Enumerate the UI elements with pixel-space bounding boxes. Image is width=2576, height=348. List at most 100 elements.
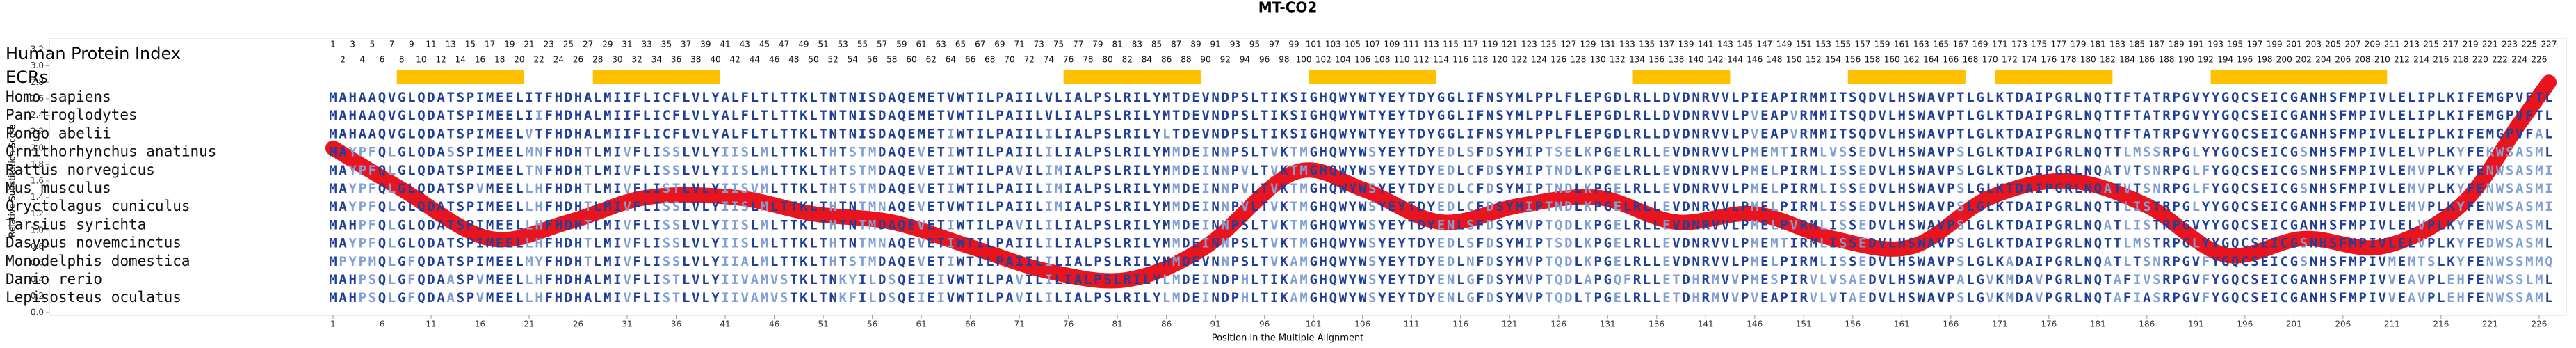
index-number: 54 [848,55,858,65]
index-number: 136 [1649,55,1664,65]
index-number: 167 [1952,40,1968,49]
index-number: 157 [1854,40,1870,49]
index-number: 183 [2109,40,2125,49]
index-number: 132 [1610,55,1626,65]
index-number: 108 [1374,55,1390,65]
index-number: 100 [1296,55,1312,65]
index-number: 62 [926,55,937,65]
index-number: 186 [2139,55,2155,65]
index-number: 14 [455,55,466,65]
y-tick-label: 2.6 [31,93,44,103]
index-number: 126 [1550,55,1566,65]
index-number: 154 [1825,55,1841,65]
x-tick-label: 176 [2041,319,2057,329]
x-tick-label: 66 [965,319,975,329]
index-number: 124 [1531,55,1547,65]
y-tick-label: 1.2 [31,209,44,219]
index-number: 191 [2188,40,2204,49]
index-number: 4 [359,55,365,65]
x-tick-label: 36 [671,319,681,329]
index-number: 196 [2237,55,2253,65]
index-number: 75 [1053,40,1064,49]
index-number: 206 [2335,55,2351,65]
index-number: 37 [681,40,691,49]
index-number: 89 [1190,40,1201,49]
index-number: 178 [2061,55,2077,65]
y-tick-label: 2.0 [31,143,44,152]
index-number: 66 [965,55,975,65]
ecr-bar [1063,70,1201,84]
index-number: 9 [409,40,414,49]
index-number: 73 [1034,40,1044,49]
index-number: 10 [416,55,426,65]
index-number: 83 [1132,40,1142,49]
y-tick-label: 1.6 [31,176,44,186]
chart-title: MT-CO2 [1258,0,1318,16]
index-number: 65 [955,40,966,49]
index-number: 131 [1600,40,1616,49]
x-tick-label: 211 [2384,319,2400,329]
index-number: 222 [2492,55,2508,65]
substitution-curve [325,74,2557,289]
x-tick-label: 181 [2090,319,2106,329]
x-tick-label: 16 [475,319,485,329]
species-name: Rattus norvegicus [6,161,155,178]
index-number: 82 [1122,55,1133,65]
index-number: 25 [563,40,574,49]
x-tick-label: 21 [524,319,534,329]
y-tick-label: 0.6 [31,258,44,268]
x-tick-label: 186 [2139,319,2155,329]
index-number: 185 [2129,40,2145,49]
index-number: 103 [1325,40,1341,49]
index-number: 70 [1004,55,1014,65]
index-number: 11 [426,40,436,49]
index-number: 195 [2227,40,2243,49]
index-number: 200 [2276,55,2292,65]
index-number: 40 [710,55,720,65]
index-number: 161 [1894,40,1910,49]
index-number: 18 [494,55,505,65]
index-number: 110 [1394,55,1410,65]
index-number: 127 [1560,40,1576,49]
x-tick-label: 51 [818,319,828,329]
index-number: 180 [2080,55,2096,65]
index-number: 114 [1433,55,1449,65]
index-number: 71 [1014,40,1024,49]
index-number: 119 [1482,40,1498,49]
index-number: 36 [671,55,681,65]
index-number: 1 [330,40,336,49]
index-number: 76 [1063,55,1074,65]
index-number: 87 [1171,40,1181,49]
index-number: 203 [2306,40,2322,49]
ecr-label: ECRs [6,68,48,87]
index-number: 207 [2345,40,2361,49]
index-number: 93 [1230,40,1240,49]
index-number: 107 [1364,40,1380,49]
index-number: 28 [592,55,603,65]
x-tick-label: 31 [622,319,632,329]
ecr-bar [396,70,524,84]
index-number: 51 [818,40,828,49]
species-name: Ornithorhynchus anatinus [6,143,216,160]
index-number: 147 [1756,40,1772,49]
index-number: 56 [867,55,877,65]
species-name: Mus musculus [6,180,111,196]
index-number: 218 [2453,55,2469,65]
index-number: 172 [2002,55,2018,65]
index-number: 155 [1835,40,1851,49]
index-number: 26 [573,55,583,65]
index-number: 159 [1874,40,1890,49]
index-number: 162 [1904,55,1920,65]
index-number: 176 [2041,55,2057,65]
index-number: 68 [985,55,995,65]
index-number: 164 [1923,55,1939,65]
index-number: 179 [2071,40,2087,49]
x-tick-label: 141 [1698,319,1714,329]
index-number: 149 [1776,40,1792,49]
index-number: 99 [1288,40,1299,49]
index-number: 39 [700,40,711,49]
index-number: 198 [2257,55,2273,65]
index-number: 106 [1354,55,1370,65]
